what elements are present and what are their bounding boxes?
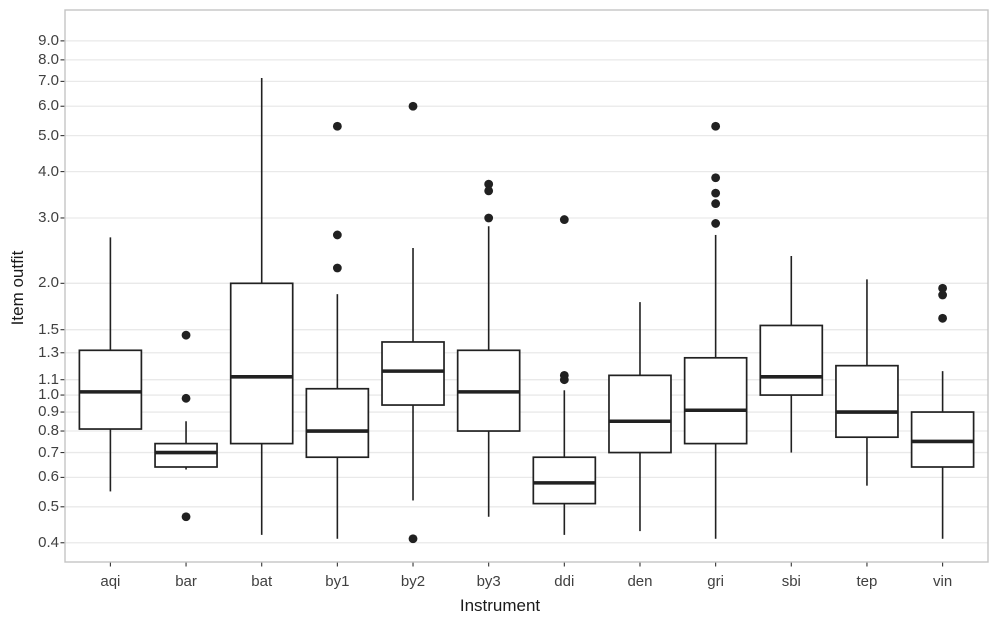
y-tick-label: 2.0 — [38, 274, 59, 292]
outlier-dot-ddi — [559, 215, 569, 224]
outlier-dot-by3 — [484, 186, 494, 196]
x-tick-label: by2 — [400, 573, 426, 590]
y-tick-label: 9.0 — [38, 31, 59, 49]
outlier-dot-gri — [711, 219, 721, 228]
box-bar — [154, 442, 218, 468]
outlier-dot-bar — [181, 393, 191, 403]
y-tick-label: 1.1 — [38, 370, 59, 388]
x-axis-title: Instrument — [459, 596, 541, 615]
y-tick-label: 0.7 — [38, 443, 59, 461]
outlier-dot-vin — [938, 283, 948, 293]
y-tick-label: 0.5 — [38, 497, 59, 515]
x-tick-label: den — [627, 573, 653, 590]
outlier-dot-ddi — [559, 375, 569, 385]
panel-border — [64, 9, 989, 563]
box-gri — [683, 356, 748, 445]
outlier-dot-by2 — [408, 534, 418, 544]
x-tick-label: by3 — [476, 573, 501, 590]
x-tick-label: bat — [251, 573, 273, 590]
x-tick-label: ddi — [554, 573, 575, 590]
x-tick-label: bar — [175, 573, 197, 590]
box-aqi — [78, 349, 143, 430]
box-den — [608, 374, 672, 454]
y-tick-label: 3.0 — [38, 208, 59, 226]
outlier-dot-by1 — [332, 263, 342, 273]
box-tep — [835, 364, 899, 439]
outlier-dot-vin — [938, 313, 948, 323]
y-tick-label: 7.0 — [38, 72, 59, 90]
y-tick-label: 0.8 — [38, 422, 59, 440]
y-tick-label: 0.6 — [38, 468, 59, 486]
x-tick-label: tep — [856, 573, 878, 590]
y-tick-label: 5.0 — [38, 126, 59, 144]
y-tick-label: 0.9 — [38, 403, 59, 421]
x-tick-label: gri — [707, 573, 724, 590]
plot-panel — [65, 10, 988, 562]
box-bat — [229, 282, 294, 445]
x-tick-label: by1 — [325, 573, 350, 590]
outlier-dot-vin — [938, 290, 948, 300]
y-tick-label: 8.0 — [38, 50, 59, 68]
y-tick-label: 4.0 — [38, 162, 59, 180]
outlier-dot-gri — [711, 173, 721, 183]
box-by1 — [305, 387, 370, 459]
box-sbi — [759, 324, 824, 396]
outlier-dot-by3 — [484, 179, 494, 189]
outlier-dot-bar — [181, 330, 191, 340]
outlier-dot-gri — [711, 121, 721, 131]
box-ddi — [532, 456, 597, 505]
outlier-dot-by2 — [408, 101, 418, 111]
box-by2 — [381, 341, 445, 406]
y-tick-label: 1.0 — [38, 386, 59, 404]
outlier-dot-by3 — [484, 213, 494, 223]
outlier-dot-gri — [711, 199, 721, 208]
y-tick-label: 1.5 — [38, 320, 59, 338]
x-tick-label: aqi — [100, 573, 121, 590]
x-tick-label: vin — [933, 573, 953, 590]
outlier-dot-bar — [181, 512, 191, 522]
outlier-dot-by1 — [332, 230, 342, 240]
y-tick-label: 1.3 — [38, 343, 59, 361]
y-tick-label: 6.0 — [38, 97, 59, 115]
outlier-dot-by1 — [332, 121, 342, 131]
y-tick-label: 0.4 — [38, 533, 59, 551]
x-tick-label: sbi — [781, 573, 801, 590]
outlier-dot-gri — [711, 188, 721, 198]
box-vin — [910, 411, 975, 468]
